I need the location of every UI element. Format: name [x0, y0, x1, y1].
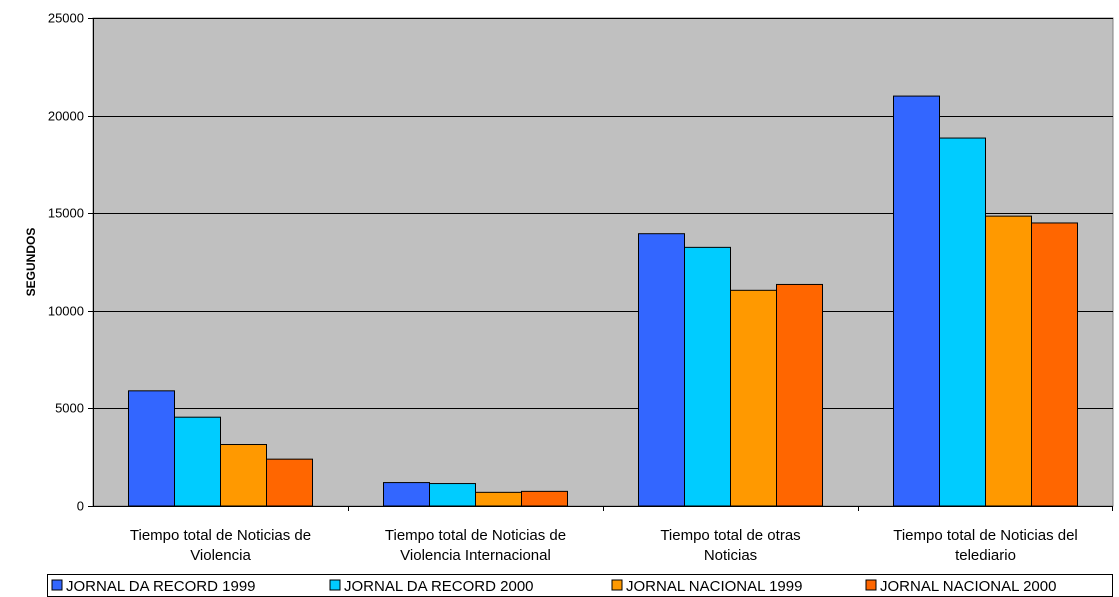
legend-swatch	[51, 579, 63, 591]
category-label: Tiempo total de otras	[660, 527, 800, 544]
bar	[939, 137, 986, 507]
bar	[383, 482, 430, 507]
bar	[174, 416, 221, 507]
legend-label: JORNAL NACIONAL 2000	[880, 578, 1056, 595]
bar	[1031, 222, 1078, 507]
category-label: Tiempo total de Noticias de	[385, 527, 566, 544]
bar	[638, 233, 685, 507]
bar	[521, 490, 568, 507]
legend-swatch	[611, 579, 623, 591]
legend-swatch	[329, 579, 341, 591]
legend-swatch	[865, 579, 877, 591]
bar	[684, 246, 731, 507]
y-tick-label: 20000	[48, 109, 84, 124]
bar	[128, 390, 175, 507]
category-label: Violencia	[190, 547, 251, 564]
bar	[776, 283, 823, 507]
bar	[730, 289, 777, 507]
bar	[893, 95, 940, 507]
legend-label: JORNAL DA RECORD 2000	[344, 578, 534, 595]
bar	[475, 491, 522, 507]
legend-label: JORNAL DA RECORD 1999	[66, 578, 256, 595]
y-tick-label: 10000	[48, 304, 84, 319]
y-tick-label: 0	[77, 499, 84, 514]
bar	[985, 215, 1032, 507]
bar	[220, 444, 267, 507]
legend-label: JORNAL NACIONAL 1999	[626, 578, 802, 595]
category-label: Violencia Internacional	[400, 547, 551, 564]
y-tick-label: 5000	[55, 401, 84, 416]
bar	[266, 458, 313, 507]
bar	[429, 483, 476, 507]
category-label: telediario	[955, 547, 1016, 564]
y-tick-label: 25000	[48, 11, 84, 26]
y-tick-label: 15000	[48, 206, 84, 221]
y-axis-label: SEGUNDOS	[24, 228, 38, 297]
category-label: Tiempo total de Noticias del	[893, 527, 1078, 544]
category-label: Tiempo total de Noticias de	[130, 527, 311, 544]
category-label: Noticias	[704, 547, 757, 564]
